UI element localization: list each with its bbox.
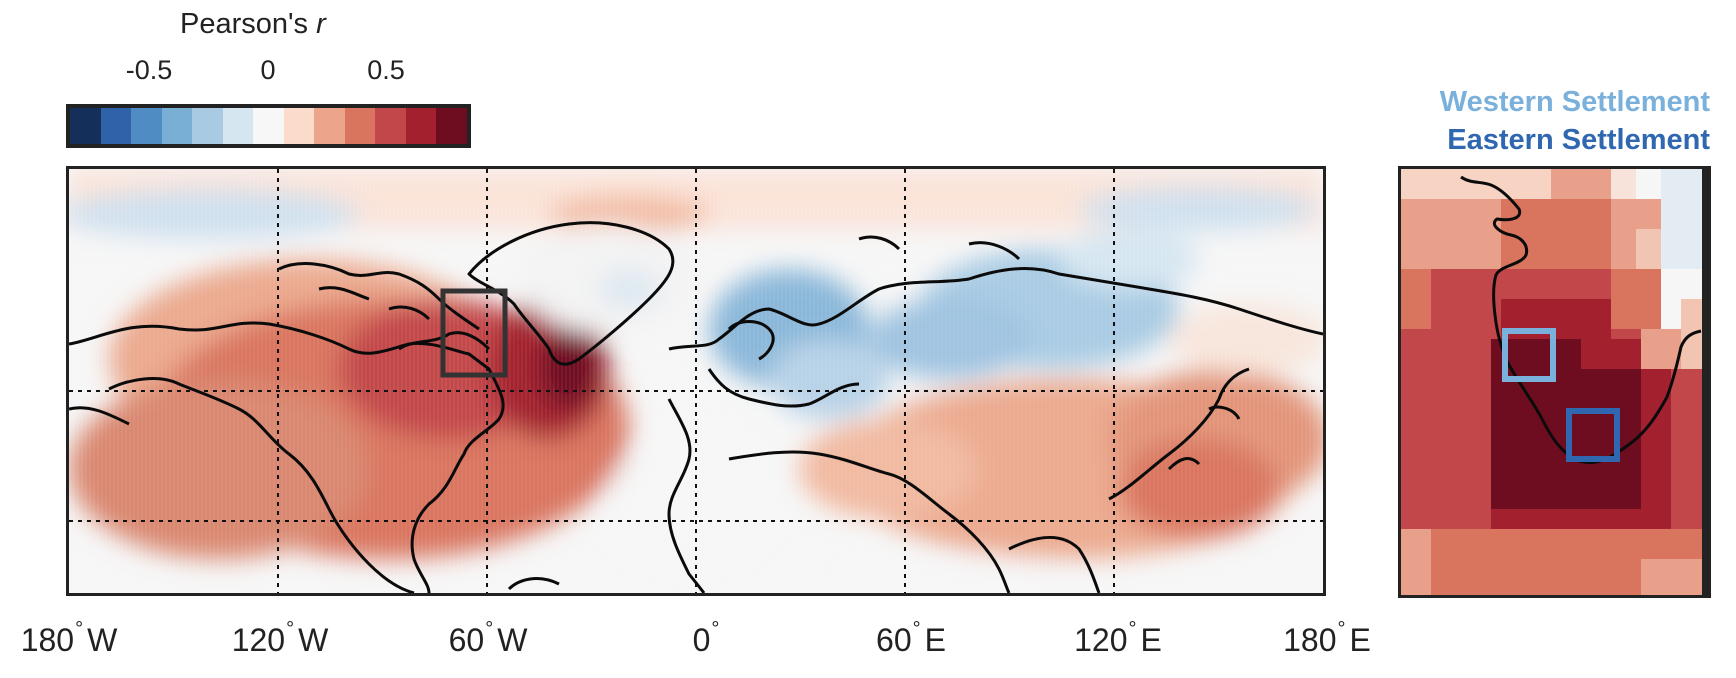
inset-coastline [1460, 175, 1702, 464]
colorbar-swatch [70, 108, 101, 144]
colorbar-swatch [222, 108, 254, 144]
lon-tick-0: 0° [692, 618, 720, 658]
colorbar-title-text: Pearson's [180, 8, 317, 40]
colorbar-swatch [405, 108, 437, 144]
coastlines [69, 221, 1323, 593]
colorbar-swatch [161, 108, 193, 144]
inset-map-svg [1401, 169, 1708, 595]
lon-tick-120w: 120° W [231, 618, 329, 658]
colorbar-swatch [253, 108, 284, 144]
lon-tick-60e: 60° E [876, 618, 946, 658]
colorbar-swatch [436, 108, 467, 144]
colorbar-swatch [375, 108, 406, 144]
colorbar-tick-pos: 0.5 [367, 55, 405, 85]
legend-western-settlement: Western Settlement [1439, 86, 1710, 118]
lon-tick-180e: 180° E [1283, 618, 1371, 658]
colorbar-swatch [283, 108, 315, 144]
western-settlement-box [1502, 328, 1556, 382]
colorbar-tick-zero: 0 [260, 55, 276, 85]
colorbar [66, 104, 471, 148]
inset-field [1401, 169, 1708, 595]
correlation-map-svg [69, 169, 1323, 593]
legend-eastern-settlement: Eastern Settlement [1447, 124, 1710, 156]
colorbar-title-var: r [316, 8, 326, 40]
colorbar-tick-neg: -0.5 [125, 55, 173, 85]
lon-tick-60w: 60° W [448, 618, 528, 658]
colorbar-swatch [344, 108, 376, 144]
lon-tick-120e: 120° E [1074, 618, 1162, 658]
colorbar-swatch [192, 108, 223, 144]
lon-tick-180w: 180° W [20, 618, 118, 658]
eastern-settlement-box [1566, 408, 1620, 462]
map-gridlines [69, 169, 1323, 593]
colorbar-swatch [314, 108, 345, 144]
inset-map [1398, 166, 1711, 598]
colorbar-title: Pearson's r [180, 8, 480, 41]
inset-right-edge [1702, 166, 1711, 598]
study-region-box [440, 288, 508, 378]
colorbar-swatch [100, 108, 132, 144]
colorbar-swatch [131, 108, 162, 144]
correlation-map [66, 166, 1326, 596]
